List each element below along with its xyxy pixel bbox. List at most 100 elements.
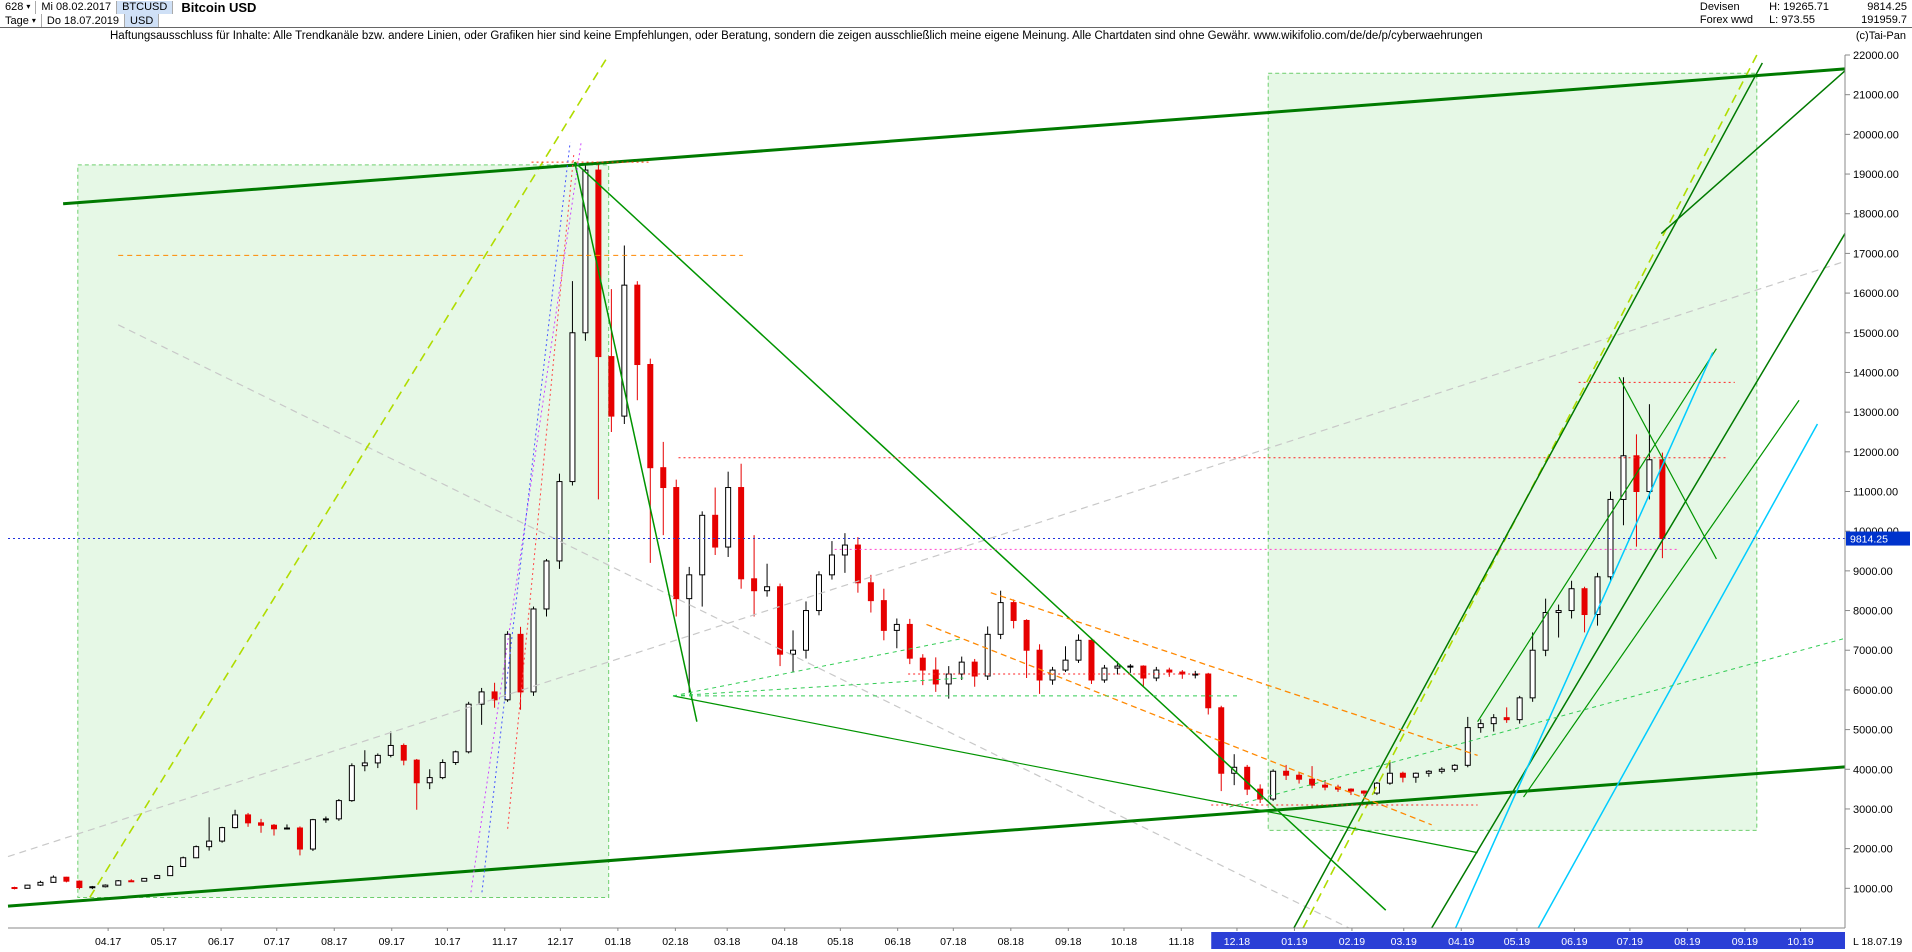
candle-body [932,669,939,685]
candle-body [1464,727,1471,766]
candle-body [1360,790,1367,794]
candle-body [1062,659,1069,671]
candle-body [296,827,303,850]
candle-body [556,481,563,562]
last-price-value: 9814.25 [1867,1,1907,13]
gray-longterm-up[interactable] [7,260,1846,858]
candle-body [1347,788,1354,792]
candle-body [1010,602,1017,621]
candle-body [1322,784,1329,788]
candle-body [1490,717,1497,725]
copyright-label: (c)Tai-Pan [1855,30,1906,42]
y-tick-label: 21000.00 [1853,90,1899,102]
bars-count-select[interactable]: 628 ▾ [0,0,37,14]
candle-body [984,633,991,677]
candle-body [1646,459,1653,493]
candle-body [608,356,615,417]
candle-body [1399,772,1406,778]
header-bar: 628 ▾ Mi 08.02.2017 BTCUSD Bitcoin USD T… [0,0,1912,28]
candle-body [1088,639,1095,681]
disclaimer-text: Haftungsausschluss für Inhalte: Alle Tre… [110,30,1483,42]
downtrend-peak-to-feb18[interactable] [573,161,698,722]
feb18-fan-2[interactable] [672,677,964,697]
candle-body [193,846,200,859]
dec18-dashed-uptrend[interactable] [1229,637,1846,808]
candle-body [530,608,537,693]
candle-body [426,777,433,784]
major-upper-channel[interactable] [62,67,1846,206]
candle-body [504,633,511,701]
candle-body [1516,697,1523,721]
candle-body [1309,778,1316,786]
candle-body [1179,671,1186,675]
candle-body [1166,669,1173,673]
candle-body [880,600,887,631]
major-lower-channel[interactable] [7,765,1846,908]
candle-body [361,762,368,767]
candle-body [1529,649,1536,699]
market-label: Devisen [1699,1,1740,13]
candle-body [1127,665,1134,668]
time-scrollbar[interactable] [1211,932,1845,949]
candle-body [141,877,148,882]
candle-body [543,560,550,610]
support-feb18-dec18[interactable] [672,695,1478,854]
candle-body [50,876,57,883]
trend-box-2019[interactable] [1267,72,1758,831]
symbol-field[interactable]: BTCUSD [117,0,174,14]
candle-body [491,691,498,701]
x-tick-label: 04.19 [1448,936,1474,948]
candle-body [322,818,329,821]
candle-body [712,514,719,548]
uptrend-2019-steep-2[interactable] [1431,233,1846,929]
period-low-value: L: 973.55 [1769,14,1815,26]
fib-blue-2017[interactable] [481,142,571,893]
candle-body [24,884,31,889]
y-tick-label: 17000.00 [1853,248,1899,260]
candle-body [465,703,472,753]
candle-body [89,886,96,889]
fib-magenta-2017[interactable] [470,142,582,893]
candle-body [283,827,290,830]
feb18-fan-1[interactable] [672,637,964,697]
gray-longterm-down[interactable] [117,324,1350,929]
candle-body [699,514,706,576]
candle-body [1244,766,1251,790]
candle-body [335,800,342,820]
candle-body [764,586,771,592]
cyan-channel-1[interactable] [1454,352,1714,929]
candle-body [725,487,732,548]
uptrend-2019-minor[interactable] [1523,399,1800,798]
quote-header: Devisen Forex wwd H: 19265.71 L: 973.55 … [1700,0,1912,27]
y-tick-label: 14000.00 [1853,367,1899,379]
timeframe-select[interactable]: Tage ▾ [0,14,42,27]
x-tick-label: 09.19 [1732,936,1758,948]
jun19-pullback-line[interactable] [1618,376,1717,560]
x-tick-label: 02.18 [662,936,688,948]
y-tick-label: 19000.00 [1853,169,1899,181]
end-date-label: Do 18.07.2019 [41,14,126,27]
y-tick-label: 20000.00 [1853,129,1899,141]
candle-body [1023,619,1030,651]
second-value: 191959.7 [1861,14,1907,26]
topright-converging-line[interactable] [1660,70,1846,235]
resistance-2019-tops[interactable] [1477,348,1717,722]
candle-body [413,759,420,784]
candle-body [115,880,122,886]
cyan-channel-2[interactable] [1537,423,1819,929]
x-tick-label: 11.17 [492,936,518,948]
y-tick-label: 1000.00 [1853,883,1893,895]
orange-downtrend-1[interactable] [990,592,1478,757]
y-tick-label: 7000.00 [1853,645,1893,657]
y-tick-label: 22000.00 [1853,50,1899,62]
uptrend-2019-steep-1[interactable] [1293,62,1763,929]
x-tick-label: 08.17 [321,936,347,948]
currency-field[interactable]: USD [125,14,160,27]
downtrend-peak-to-dec18[interactable] [574,161,1387,911]
orange-downtrend-2[interactable] [926,623,1432,826]
x-tick-label: 03.18 [714,936,740,948]
y-tick-label: 2000.00 [1853,844,1893,856]
trend-box-2017[interactable] [77,164,610,898]
candle-body [1036,649,1043,681]
